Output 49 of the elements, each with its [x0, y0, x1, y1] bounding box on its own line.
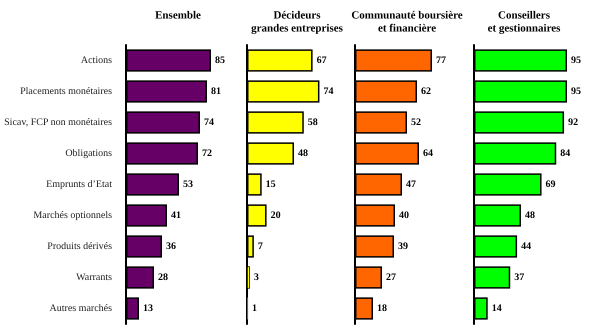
data-label: 53 — [183, 179, 193, 190]
data-label: 15 — [266, 179, 276, 190]
chart-title: Communauté boursière et financière — [351, 10, 463, 34]
y-tick-label: Placements monétaires — [20, 86, 112, 97]
data-label: 77 — [436, 55, 446, 66]
data-label: 18 — [377, 303, 387, 314]
data-label: 58 — [308, 117, 318, 128]
data-label: 48 — [524, 210, 535, 221]
y-tick-label: Produits dérivés — [47, 241, 112, 252]
data-label: 74 — [323, 86, 334, 97]
data-label: 7 — [258, 241, 263, 252]
data-label: 72 — [202, 148, 212, 159]
data-label: 81 — [211, 86, 221, 97]
data-label: 84 — [560, 148, 570, 159]
data-label: 48 — [298, 148, 308, 159]
data-label: 64 — [423, 148, 433, 159]
data-label: 13 — [143, 303, 153, 314]
data-label: 36 — [166, 241, 176, 252]
data-label: 52 — [411, 117, 421, 128]
y-tick-label: Actions — [80, 55, 112, 66]
data-label: 20 — [270, 210, 281, 221]
chart-title: Ensemble — [155, 10, 202, 22]
data-label: 62 — [421, 86, 431, 97]
chart-title: Décideurs grandes entreprises — [251, 10, 344, 34]
data-label: 40 — [399, 210, 409, 221]
chart-title: Conseillers et gestionnaires — [488, 10, 562, 34]
y-tick-label: Sicav, FCP non monétaires — [4, 117, 112, 128]
y-tick-label: Warrants — [76, 272, 112, 283]
data-label: 1 — [252, 303, 257, 314]
data-label: 41 — [171, 210, 181, 221]
data-label: 95 — [571, 55, 581, 66]
data-label: 39 — [398, 241, 408, 252]
data-label: 85 — [215, 55, 225, 66]
data-label: 92 — [568, 117, 578, 128]
y-tick-label: Autres marchés — [50, 303, 112, 314]
data-label: 67 — [316, 55, 327, 66]
data-label: 3 — [254, 272, 259, 283]
y-tick-label: Emprunts d’Etat — [46, 179, 112, 190]
data-label: 14 — [492, 303, 502, 314]
data-label: 44 — [521, 241, 532, 252]
data-label: 37 — [514, 272, 524, 283]
data-label: 69 — [546, 179, 556, 190]
y-tick-label: Marchés optionnels — [33, 210, 112, 221]
data-label: 28 — [158, 272, 168, 283]
y-tick-label: Obligations — [65, 148, 112, 159]
data-label: 74 — [204, 117, 214, 128]
data-label: 47 — [406, 179, 416, 190]
data-label: 27 — [386, 272, 396, 283]
data-label: 95 — [571, 86, 581, 97]
